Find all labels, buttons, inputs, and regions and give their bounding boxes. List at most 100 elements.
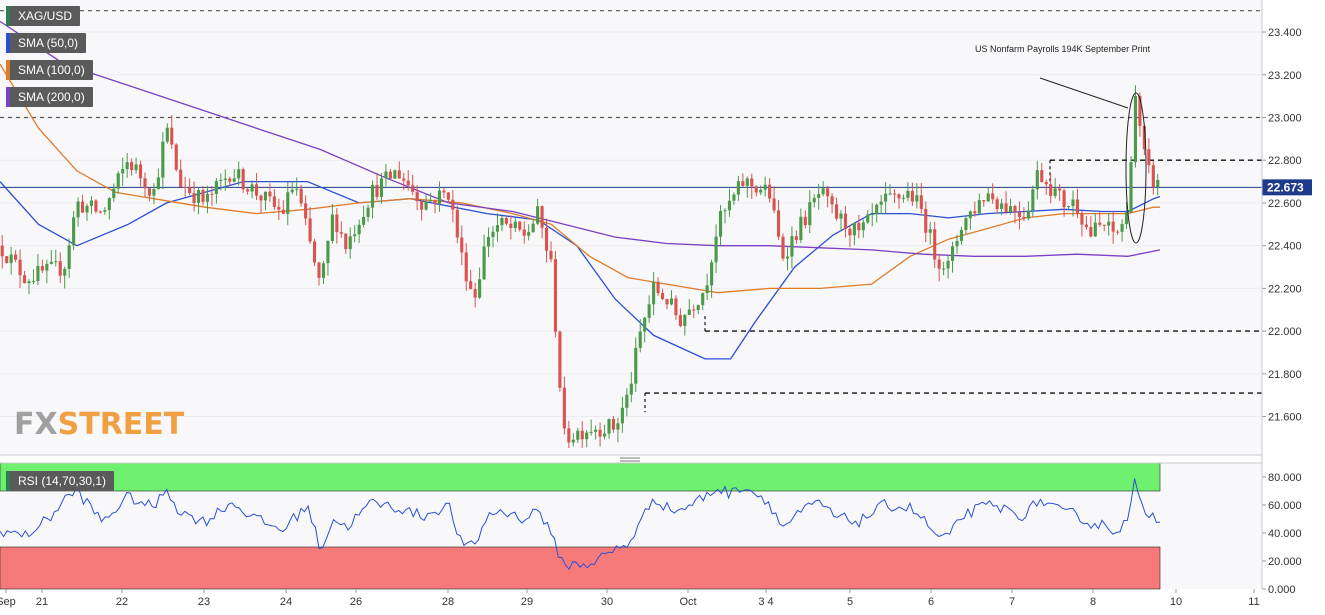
candle-body [968,211,972,219]
candle-body [741,181,745,186]
candle-body [897,194,901,199]
candle-body [518,221,522,230]
candle-body [986,193,990,202]
candle-body [504,217,508,224]
candle-body [848,228,852,236]
date-tick-label: 8 [1090,596,1096,608]
candle-body [879,201,883,205]
candle-body [1040,170,1044,183]
candle-body [808,202,812,226]
candle-body [254,184,259,196]
candle-body [36,266,40,282]
candle-body [170,127,174,145]
candle-body [692,309,696,311]
candle-body [647,304,651,318]
candle-body [536,206,540,224]
candle-body [89,200,94,206]
nfp-annotation-arrow [1039,77,1129,109]
candle-body [995,199,999,209]
candle-body [362,216,366,225]
candle-body [701,293,705,306]
candle-body [687,309,691,315]
candle-body [750,178,754,187]
candle-body [1058,188,1062,191]
date-tick-label: 3 4 [758,596,773,608]
date-tick-label: 28 [442,596,454,608]
candle-body [201,190,205,202]
price-tick-label: 22.200 [1268,283,1302,295]
candle-body [5,256,9,263]
candle-body [411,185,415,192]
candle-body [402,178,406,181]
candle-body [241,169,245,190]
candle-body [1156,180,1160,188]
candle-body [901,197,906,199]
price-tick-label: 21.800 [1268,369,1302,381]
candle-body [321,263,326,278]
candle-body [562,387,566,429]
candle-body [906,190,910,198]
candle-body [669,298,674,305]
sma50-chip[interactable]: SMA (50,0) [6,33,87,53]
candle-body [620,407,624,424]
price-tick-label: 23.000 [1268,112,1302,124]
price-tick-label: 22.000 [1268,326,1302,338]
candle-body [112,188,116,199]
sma200-chip[interactable]: SMA (200,0) [6,87,93,107]
candle-body [433,200,437,204]
rsi-chip[interactable]: RSI (14,70,30,1) [6,471,115,491]
candle-body [522,229,526,236]
candle-body [1084,224,1088,228]
candle-body [326,240,330,264]
candle-body [736,181,740,195]
date-tick-label: 7 [1009,596,1015,608]
candle-body [718,210,723,237]
candle-body [973,211,977,214]
candle-body [1062,190,1066,208]
candle-body [527,232,531,236]
sma50-swatch [6,33,10,53]
fxstreet-watermark: FXSTREET [14,407,185,442]
date-tick-label: 23 [198,596,210,608]
candle-body [884,193,888,202]
candle-body [478,279,482,298]
candle-body [1013,206,1017,213]
candle-body [415,191,419,202]
candle-body [776,210,781,237]
candle-body [308,218,312,242]
panel-resize-handle[interactable] [620,457,640,462]
candle-body [790,236,794,257]
candle-body [420,201,424,210]
candle-body [366,207,370,217]
candle-body [491,231,495,238]
candle-body [763,184,767,190]
candle-body [803,216,807,226]
symbol-chip[interactable]: XAG/USD [6,6,81,26]
candle-body [634,347,638,384]
candle-body [1080,212,1084,225]
candle-body [1066,206,1071,208]
date-tick-label: 29 [521,596,533,608]
candle-body [259,195,263,201]
sma100-swatch [6,60,10,80]
candle-body [1093,222,1097,237]
candle-body [937,259,941,269]
candle-body [683,314,687,326]
candle-body [812,197,816,203]
candle-body [406,180,410,186]
candle-body [486,237,491,247]
candle-body [335,214,339,233]
candle-body [174,144,178,170]
sma100-chip[interactable]: SMA (100,0) [6,60,93,80]
candle-body [1133,95,1138,163]
nfp-annotation-text: US Nonfarm Payrolls 194K September Print [975,44,1151,54]
candle-body [571,439,575,443]
candle-body [263,191,268,201]
candle-body [107,198,111,211]
candle-body [250,184,254,192]
candle-body [393,170,397,179]
candle-body [540,206,544,228]
candle-body [714,236,718,263]
candle-body [121,169,125,174]
